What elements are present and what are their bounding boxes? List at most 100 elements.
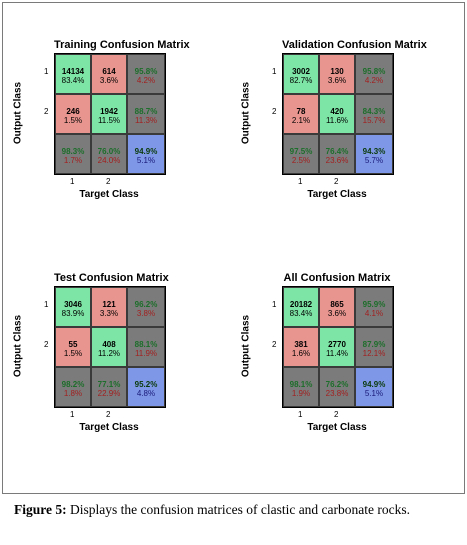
cell-value: 94.9% bbox=[134, 147, 158, 156]
cell-value: 2770 bbox=[328, 340, 346, 349]
y-axis-label: Output Class bbox=[240, 81, 252, 145]
matrix-grid: 14134 83.4% 614 3.6% 95.8% 4.2% 246 1.5% 1942 11.… bbox=[54, 53, 166, 175]
cell-percent: 1.5% bbox=[63, 116, 83, 125]
matrix-cell: 614 3.6% bbox=[91, 54, 127, 94]
x-tick-label: 1 bbox=[298, 410, 303, 419]
cell-percent: 22.9% bbox=[97, 389, 121, 398]
cell-value: 94.3% bbox=[362, 147, 386, 156]
cell-percent: 11.4% bbox=[325, 349, 349, 358]
matrix-cell: 1942 11.5% bbox=[91, 94, 127, 134]
cell-value: 95.8% bbox=[362, 67, 386, 76]
figure-caption: Figure 5: Displays the confusion matrice… bbox=[14, 500, 452, 520]
y-tick-label: 2 bbox=[272, 340, 277, 349]
matrix-cell: 3002 82.7% bbox=[283, 54, 319, 94]
cell-percent: 4.8% bbox=[136, 389, 156, 398]
matrix-cell: 96.2% 3.8% bbox=[127, 287, 165, 327]
matrix-cell: 98.2% 1.8% bbox=[55, 367, 91, 407]
cell-percent: 4.2% bbox=[136, 76, 156, 85]
y-axis-label: Output Class bbox=[12, 81, 24, 145]
matrix-cell: 121 3.3% bbox=[91, 287, 127, 327]
matrix-cell: 87.9% 12.1% bbox=[355, 327, 393, 367]
y-tick-label: 1 bbox=[44, 67, 49, 76]
cell-value: 1942 bbox=[100, 107, 118, 116]
matrix-cell: 95.8% 4.2% bbox=[127, 54, 165, 94]
cell-percent: 1.9% bbox=[291, 389, 311, 398]
cell-value: 88.1% bbox=[134, 340, 158, 349]
matrix-cell: 865 3.6% bbox=[319, 287, 355, 327]
cell-percent: 2.5% bbox=[291, 156, 311, 165]
cell-percent: 1.6% bbox=[291, 349, 311, 358]
cell-percent: 11.9% bbox=[134, 349, 158, 358]
x-tick-label: 2 bbox=[106, 410, 111, 419]
caption-text: Displays the confusion matrices of clast… bbox=[70, 502, 411, 517]
matrix-cell: 95.8% 4.2% bbox=[355, 54, 393, 94]
matrix-cell: 14134 83.4% bbox=[55, 54, 91, 94]
matrix-cell: 408 11.2% bbox=[91, 327, 127, 367]
matrix-cell: 94.3% 5.7% bbox=[355, 134, 393, 174]
matrix-cell: 381 1.6% bbox=[283, 327, 319, 367]
cell-percent: 11.3% bbox=[134, 116, 158, 125]
y-tick-label: 1 bbox=[44, 300, 49, 309]
cell-percent: 5.1% bbox=[364, 389, 384, 398]
cell-value: 614 bbox=[102, 67, 116, 76]
matrix-title: Training Confusion Matrix bbox=[54, 39, 190, 51]
x-axis-label: Target Class bbox=[79, 422, 139, 433]
matrix-cell: 88.7% 11.3% bbox=[127, 94, 165, 134]
x-tick-label: 2 bbox=[334, 177, 339, 186]
matrix-cell: 84.3% 15.7% bbox=[355, 94, 393, 134]
y-tick-label: 1 bbox=[272, 67, 277, 76]
matrix-grid: 3002 82.7% 130 3.6% 95.8% 4.2% 78 2.1% 420 11.6% 8… bbox=[282, 53, 394, 175]
cell-value: 95.9% bbox=[362, 300, 386, 309]
cell-percent: 5.1% bbox=[136, 156, 156, 165]
cell-value: 76.4% bbox=[325, 147, 349, 156]
cell-percent: 3.6% bbox=[99, 76, 119, 85]
matrix-cell: 55 1.5% bbox=[55, 327, 91, 367]
x-axis-label: Target Class bbox=[307, 189, 367, 200]
y-tick-label: 1 bbox=[272, 300, 277, 309]
cell-value: 96.2% bbox=[134, 300, 158, 309]
cell-value: 77.1% bbox=[97, 380, 121, 389]
y-axis-label: Output Class bbox=[12, 314, 24, 378]
cell-value: 381 bbox=[294, 340, 308, 349]
cell-percent: 1.8% bbox=[63, 389, 83, 398]
cell-percent: 83.9% bbox=[61, 309, 85, 318]
cell-value: 76.2% bbox=[325, 380, 349, 389]
cell-value: 121 bbox=[102, 300, 116, 309]
matrix-cell: 94.9% 5.1% bbox=[127, 134, 165, 174]
cell-value: 95.8% bbox=[134, 67, 158, 76]
matrix-cell: 98.1% 1.9% bbox=[283, 367, 319, 407]
cell-percent: 1.7% bbox=[63, 156, 83, 165]
cell-percent: 3.3% bbox=[99, 309, 119, 318]
cell-value: 98.1% bbox=[289, 380, 313, 389]
cell-percent: 2.1% bbox=[291, 116, 311, 125]
x-axis-label: Target Class bbox=[307, 422, 367, 433]
matrix-cell: 130 3.6% bbox=[319, 54, 355, 94]
y-tick-label: 2 bbox=[44, 340, 49, 349]
cell-value: 84.3% bbox=[362, 107, 386, 116]
matrix-title: All Confusion Matrix bbox=[283, 272, 391, 284]
cell-value: 3002 bbox=[292, 67, 310, 76]
caption-label: Figure 5: bbox=[14, 502, 67, 517]
matrix-cell: 420 11.6% bbox=[319, 94, 355, 134]
cell-value: 420 bbox=[330, 107, 344, 116]
cell-percent: 24.0% bbox=[97, 156, 121, 165]
x-tick-label: 1 bbox=[70, 410, 75, 419]
cell-value: 14134 bbox=[61, 67, 85, 76]
cell-value: 95.2% bbox=[134, 380, 158, 389]
matrix-cell: 246 1.5% bbox=[55, 94, 91, 134]
matrix-cell: 78 2.1% bbox=[283, 94, 319, 134]
cell-percent: 23.8% bbox=[325, 389, 349, 398]
x-tick-label: 1 bbox=[298, 177, 303, 186]
cell-value: 865 bbox=[330, 300, 344, 309]
matrix-grid: 3046 83.9% 121 3.3% 96.2% 3.8% 55 1.5% 408 11.2% 8… bbox=[54, 286, 166, 408]
matrix-cell: 20182 83.4% bbox=[283, 287, 319, 327]
matrix-cell: 76.0% 24.0% bbox=[91, 134, 127, 174]
cell-percent: 83.4% bbox=[61, 76, 85, 85]
matrix-cell: 97.5% 2.5% bbox=[283, 134, 319, 174]
cell-value: 98.2% bbox=[61, 380, 85, 389]
y-axis-label: Output Class bbox=[240, 314, 252, 378]
cell-value: 88.7% bbox=[134, 107, 158, 116]
matrix-cell: 98.3% 1.7% bbox=[55, 134, 91, 174]
cell-percent: 3.6% bbox=[327, 76, 347, 85]
cell-value: 87.9% bbox=[362, 340, 386, 349]
